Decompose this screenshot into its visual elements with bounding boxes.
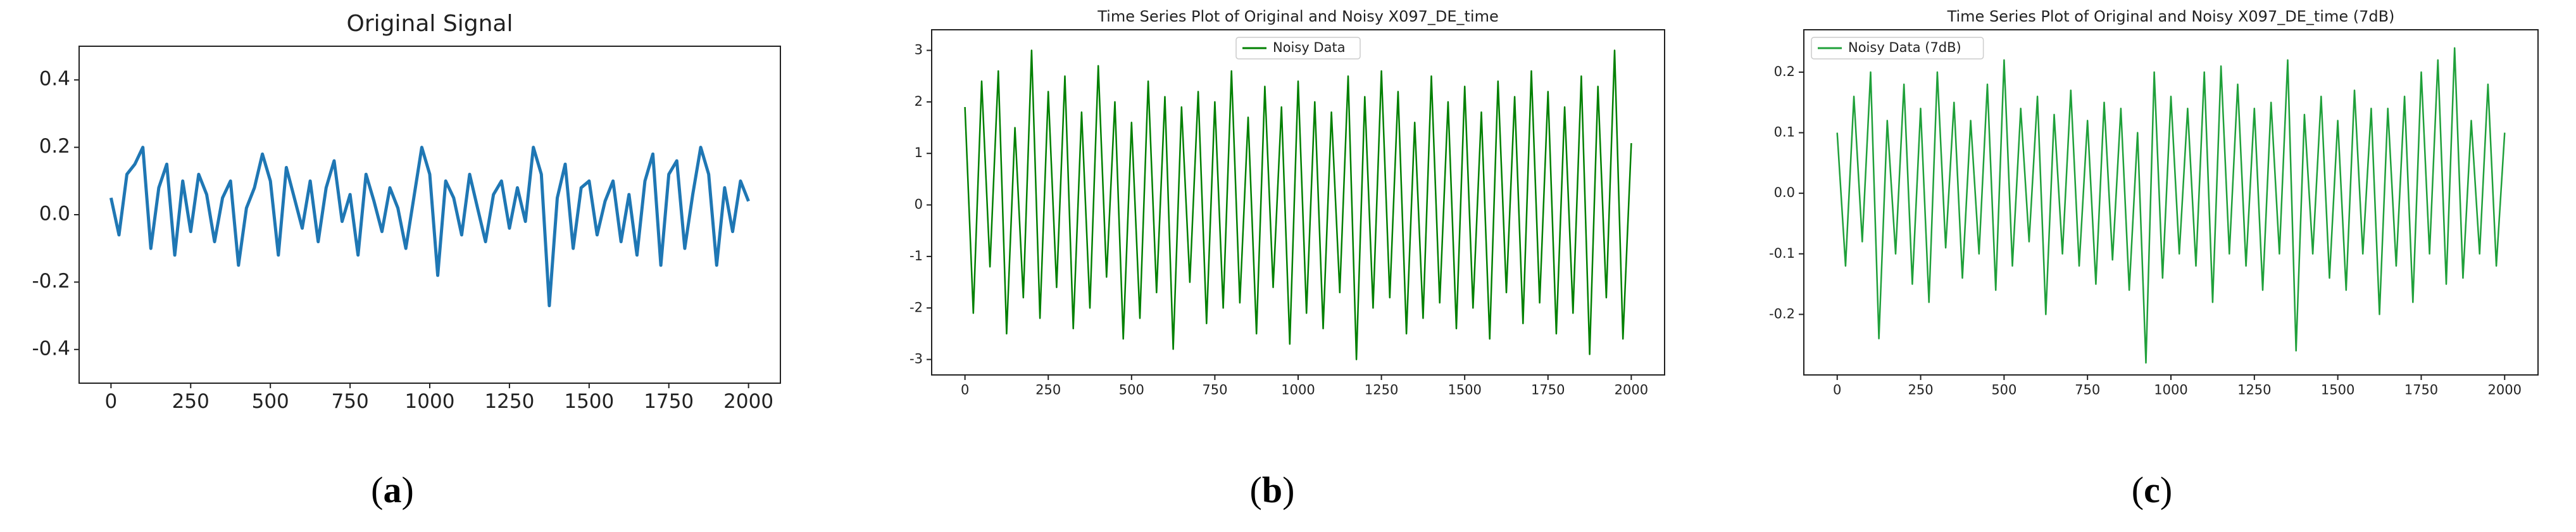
y-tick-label: 0.1 xyxy=(1774,125,1795,140)
x-tick-label: 0 xyxy=(961,383,969,398)
x-tick-label: 1500 xyxy=(2321,383,2354,398)
caption-char: ) xyxy=(2160,469,2172,510)
y-tick-label: -1 xyxy=(910,248,923,263)
y-tick-label: 0.4 xyxy=(39,68,70,91)
y-tick-label: -0.4 xyxy=(32,337,71,360)
x-tick-label: 250 xyxy=(172,390,209,413)
y-tick-label: 0.2 xyxy=(39,135,70,158)
y-tick-label: -0.2 xyxy=(32,270,71,293)
x-tick-label: 250 xyxy=(1035,383,1061,398)
x-tick-label: 0 xyxy=(104,390,117,413)
legend-label: Noisy Data xyxy=(1273,40,1346,55)
x-tick-label: 250 xyxy=(1908,383,1933,398)
plot-frame xyxy=(931,29,1665,376)
x-tick-label: 1000 xyxy=(2154,383,2187,398)
chart-title: Time Series Plot of Original and Noisy X… xyxy=(1947,8,2395,25)
line xyxy=(109,146,750,308)
caption-char: ) xyxy=(1282,469,1294,510)
x-tick-label: 750 xyxy=(2075,383,2100,398)
caption-char: b xyxy=(1262,469,1282,510)
y-tick-label: 0.0 xyxy=(39,203,70,225)
caption-char: ) xyxy=(402,469,414,510)
caption-char: ( xyxy=(2132,469,2144,510)
x-tick-label: 500 xyxy=(252,390,289,413)
y-tick-label: 3 xyxy=(915,42,923,58)
x-tick-label: 1250 xyxy=(1365,383,1398,398)
y-tick-label: -3 xyxy=(910,352,923,367)
caption-char: a xyxy=(384,469,402,510)
caption-char: ( xyxy=(1250,469,1262,510)
y-tick-label: 0 xyxy=(915,197,923,212)
x-tick-label: 1250 xyxy=(484,390,534,413)
y-tick-label: -0.1 xyxy=(1769,246,1795,261)
x-tick-label: 2000 xyxy=(2488,383,2522,398)
x-tick-label: 500 xyxy=(1119,383,1144,398)
legend-label: Noisy Data (7dB) xyxy=(1848,40,1961,55)
line xyxy=(964,49,1632,360)
plot-frame xyxy=(1803,29,2539,376)
y-tick-label: 0.0 xyxy=(1774,185,1795,200)
x-tick-label: 1000 xyxy=(405,390,455,413)
y-tick-label: 1 xyxy=(915,145,923,160)
x-tick-label: 0 xyxy=(1833,383,1841,398)
x-tick-label: 1500 xyxy=(564,390,614,413)
x-tick-label: 750 xyxy=(332,390,369,413)
y-tick-label: -0.2 xyxy=(1769,306,1795,321)
x-tick-label: 1750 xyxy=(644,390,694,413)
x-tick-label: 1000 xyxy=(1281,383,1315,398)
legend-box xyxy=(1235,37,1361,60)
x-tick-label: 1250 xyxy=(2237,383,2271,398)
x-tick-label: 500 xyxy=(1991,383,2016,398)
caption-char: ( xyxy=(371,469,383,510)
legend-box xyxy=(1811,37,1984,60)
y-tick-label: 0.2 xyxy=(1774,64,1795,79)
x-tick-label: 2000 xyxy=(1615,383,1648,398)
chart-title: Original Signal xyxy=(347,11,513,37)
x-tick-label: 2000 xyxy=(723,390,773,413)
x-tick-label: 1750 xyxy=(1531,383,1565,398)
caption-char: c xyxy=(2144,469,2160,510)
x-tick-label: 1750 xyxy=(2404,383,2438,398)
x-tick-label: 1500 xyxy=(1447,383,1481,398)
line xyxy=(1836,47,2506,364)
caption: (a) xyxy=(371,469,414,510)
y-tick-label: -2 xyxy=(910,300,923,315)
x-tick-label: 750 xyxy=(1202,383,1227,398)
y-tick-label: 2 xyxy=(915,94,923,109)
caption: (c) xyxy=(2132,469,2172,510)
chart-title: Time Series Plot of Original and Noisy X… xyxy=(1097,8,1499,25)
caption: (b) xyxy=(1250,469,1295,510)
plot-frame xyxy=(78,46,781,384)
